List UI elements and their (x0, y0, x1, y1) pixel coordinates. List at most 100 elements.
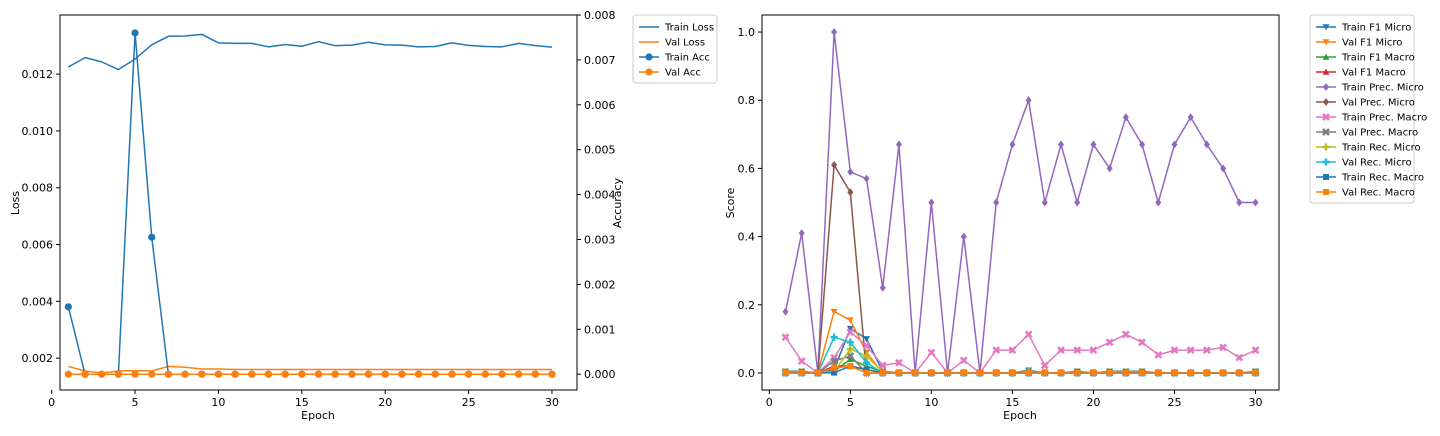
train-prec-macro-point (927, 348, 936, 357)
legend-marker-val-acc (645, 68, 653, 76)
legend-label-val-rec-micro: Val Rec. Micro (1342, 158, 1412, 169)
legend-marker-train-prec-macro (1322, 113, 1330, 121)
train-prec-macro-point (1040, 361, 1049, 370)
train-prec-macro-point (1008, 346, 1017, 355)
val-rec-macro-point (1041, 369, 1048, 376)
score-x-axis-label: Epoch (1003, 409, 1037, 422)
legend-label-val-prec-macro: Val Prec. Macro (1342, 128, 1418, 139)
legend-entry-train-f1-macro: Train F1 Macro (1316, 53, 1415, 64)
legend-marker-val-rec-macro (1323, 189, 1329, 195)
x-tick-label: 25 (1167, 396, 1181, 409)
score-chart: 0 5 10 15 20 25 30 0.0 0.2 0.4 0.6 0.8 1.0 Epoch Sc… (724, 14, 1427, 422)
y2-tick-label: 0.005 (584, 144, 616, 157)
y2-tick-label: 0.006 (584, 99, 616, 112)
train-rec-macro-point (863, 366, 870, 373)
legend-entry-train-prec-micro: Train Prec. Micro (1316, 83, 1424, 94)
train-prec-micro-point (1025, 96, 1032, 105)
train-prec-micro-point (1252, 198, 1259, 207)
train-loss-line (67, 33, 553, 71)
legend-label-train-rec-macro: Train Rec. Macro (1341, 173, 1424, 184)
val-rec-macro-point (1122, 369, 1129, 376)
legend-label-val-f1-micro: Val F1 Micro (1342, 38, 1402, 49)
train-prec-macro-point (862, 341, 871, 350)
legend-marker-val-f1-micro (1322, 39, 1330, 46)
train-prec-macro-point (895, 358, 903, 367)
train-prec-micro-point (1139, 140, 1146, 149)
score-plot-frame (761, 14, 1280, 391)
loss-x-axis-label: Epoch (301, 409, 335, 422)
train-prec-macro-point (1235, 353, 1244, 362)
train-prec-macro-point (878, 361, 887, 370)
y-tick-label: 0.004 (22, 295, 54, 308)
val-rec-macro-point (1203, 369, 1210, 376)
val-rec-macro-point (1187, 369, 1194, 376)
train-prec-macro-point (1154, 350, 1163, 359)
legend-label-train-f1-micro: Train F1 Micro (1341, 23, 1411, 34)
val-f1-micro-point (830, 308, 838, 315)
val-acc-point (281, 370, 289, 378)
val-rec-macro-point (960, 369, 967, 376)
series-val-rec-macro (782, 363, 1259, 376)
val-rec-macro-point (782, 369, 789, 376)
x-tick-label: 25 (462, 396, 476, 409)
val-acc-point (231, 370, 239, 378)
legend-marker-train-rec-macro (1323, 174, 1329, 180)
train-prec-micro-point (798, 229, 805, 238)
val-acc-point (515, 370, 523, 378)
legend-marker-val-f1-macro (1322, 68, 1330, 75)
train-prec-micro-point (1058, 140, 1065, 149)
train-prec-micro-point (960, 232, 967, 241)
train-prec-macro-point (1057, 346, 1065, 355)
val-acc-point (414, 370, 423, 378)
train-prec-micro-point (895, 140, 902, 149)
y-tick-label: 0.4 (738, 231, 756, 244)
score-x-ticks: 0 5 10 15 20 25 30 (766, 390, 1263, 409)
legend-label-train-prec-macro: Train Prec. Macro (1341, 113, 1427, 124)
train-prec-micro-point (847, 167, 854, 176)
y2-tick-label: 0.004 (584, 189, 616, 202)
train-prec-macro-point (1251, 346, 1260, 355)
series-val-acc (64, 370, 556, 378)
legend-entry-train-loss: Train Loss (639, 23, 714, 34)
val-rec-macro-point (1106, 369, 1113, 376)
score-y-axis-label: Score (724, 187, 737, 218)
y-tick-label: 0.006 (22, 239, 54, 252)
train-prec-macro-point (992, 346, 1001, 355)
train-prec-macro-point (1073, 346, 1082, 355)
val-acc-point (398, 370, 406, 378)
legend-marker-val-prec-micro (1323, 98, 1329, 106)
val-acc-point (548, 370, 556, 378)
legend-label-train-loss: Train Loss (664, 23, 714, 34)
loss-x-ticks: 0 5 10 15 20 25 30 (48, 390, 559, 409)
legend-label-train-rec-micro: Train Rec. Micro (1341, 143, 1421, 154)
y2-tick-label: 0.001 (584, 323, 616, 336)
legend-label-val-loss: Val Loss (665, 38, 705, 49)
val-acc-point (164, 370, 173, 378)
val-acc-point (198, 370, 206, 378)
train-prec-macro-point (846, 328, 855, 336)
val-rec-macro-point (1220, 369, 1227, 376)
val-rec-macro-point (1155, 369, 1162, 376)
accuracy-y-axis-label: Accuracy (611, 177, 624, 228)
legend-label-train-acc: Train Acc (664, 53, 710, 64)
val-acc-point (381, 370, 389, 378)
loss-accuracy-chart: 0 5 10 15 20 25 30 0.0020.0040.0060.0080.0100.… (9, 9, 718, 422)
val-rec-macro-point (1025, 369, 1032, 376)
x-tick-label: 15 (1005, 396, 1019, 409)
train-acc-point (148, 233, 156, 241)
legend-label-train-f1-macro: Train F1 Macro (1341, 53, 1415, 64)
train-prec-macro-point (1170, 346, 1179, 355)
x-tick-label: 5 (847, 396, 854, 409)
legend-entry-val-loss: Val Loss (639, 38, 705, 49)
train-prec-micro-point (1155, 198, 1162, 207)
val-acc-point (481, 370, 489, 378)
series-train-prec-macro (781, 328, 1260, 377)
y-tick-label: 0.8 (738, 94, 756, 107)
val-rec-micro-point (830, 333, 838, 341)
x-tick-label: 30 (545, 396, 559, 409)
train-f1-micro-point (863, 336, 870, 343)
val-rec-macro-point (847, 363, 854, 370)
train-prec-micro-point (1187, 113, 1194, 122)
val-rec-micro-point (846, 338, 854, 346)
train-prec-micro-point (1009, 140, 1016, 149)
